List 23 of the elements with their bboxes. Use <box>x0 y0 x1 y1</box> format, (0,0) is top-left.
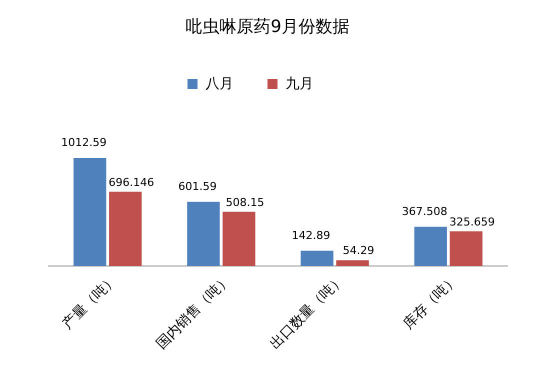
bar <box>450 231 482 266</box>
data-label: 508.15 <box>226 196 264 209</box>
bar <box>336 260 369 266</box>
legend-label: 九月 <box>286 76 314 92</box>
bar <box>414 226 447 266</box>
data-label: 367.508 <box>402 204 448 218</box>
x-tick-label: 出口数量（吨） <box>267 272 348 352</box>
data-label: 696.146 <box>108 176 154 189</box>
bar <box>300 250 334 266</box>
x-tick-label: 库存（吨） <box>400 272 462 332</box>
data-label: 54.29 <box>342 244 374 258</box>
legend-label: 八月 <box>206 76 234 92</box>
bar <box>222 212 256 266</box>
chart-title: 吡虫啉原药9月份数据 <box>186 17 350 37</box>
data-label: 1012.59 <box>61 136 107 149</box>
bar <box>187 202 220 266</box>
bar <box>74 158 106 266</box>
data-label: 142.89 <box>292 228 330 242</box>
x-tick-label: 国内销售（吨） <box>153 272 234 352</box>
data-label: 601.59 <box>178 180 217 193</box>
x-tick-label: 产量（吨） <box>60 272 120 332</box>
bar <box>109 192 142 266</box>
data-label: 325.659 <box>449 215 495 228</box>
